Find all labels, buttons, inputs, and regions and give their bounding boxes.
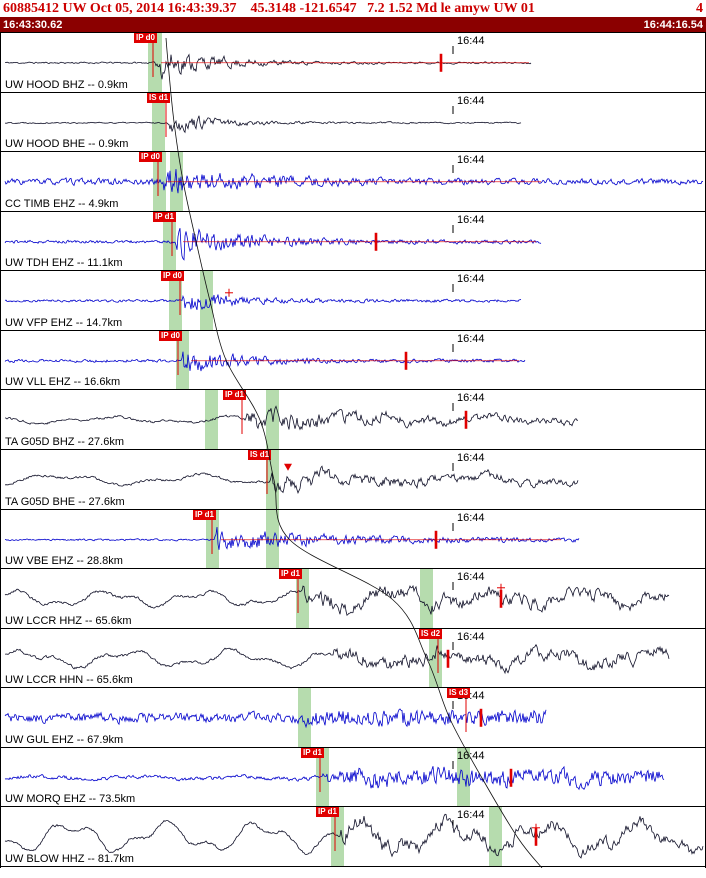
station-label: UW VFP EHZ -- 14.7km	[5, 316, 123, 329]
minute-label: 16:44	[457, 392, 485, 405]
trace-row[interactable]: IP d1 16:44 UW BLOW HHZ -- 81.7km	[1, 807, 705, 867]
coda-mark[interactable]	[374, 232, 378, 251]
coda-mark[interactable]	[464, 411, 468, 430]
trace-row[interactable]: IP d1 16:44 TA G05D BHZ -- 27.6km	[1, 390, 705, 450]
time-range-bar: 16:43:30.62 16:44:16.54	[0, 17, 706, 32]
pick-flag[interactable]: IP d1	[279, 569, 302, 580]
coda-mark[interactable]	[434, 530, 438, 549]
phase-window-band[interactable]	[489, 807, 502, 867]
minute-label: 16:44	[457, 273, 485, 286]
minute-label: 16:44	[457, 332, 485, 345]
coda-mark[interactable]	[404, 351, 408, 370]
station-label: UW GUL EHZ -- 67.9km	[5, 733, 124, 746]
trace-row[interactable]: IP d1 16:44 UW TDH EHZ -- 11.1km	[1, 211, 705, 272]
station-label: TA G05D BHZ -- 27.6km	[5, 435, 124, 448]
station-label: UW HOOD BHZ -- 0.9km	[5, 78, 128, 91]
seismogram-trace	[4, 526, 580, 550]
coda-mark[interactable]	[499, 589, 503, 608]
seismogram-trace	[4, 708, 547, 729]
pick-flag[interactable]: IS d1	[248, 449, 272, 460]
station-label: UW VBE EHZ -- 28.8km	[5, 555, 123, 568]
coda-mark[interactable]	[479, 708, 483, 727]
pick-flag[interactable]: IS d1	[147, 92, 171, 103]
coda-mark[interactable]	[509, 768, 513, 787]
seismogram-trace	[4, 765, 665, 791]
event-summary-text: 60885412 UW Oct 05, 2014 16:43:39.37 45.…	[3, 0, 535, 16]
trace-row[interactable]: IP d0 16:44 UW VFP EHZ -- 14.7km	[1, 271, 705, 331]
trace-row[interactable]: IP d0 16:44 UW HOOD BHZ -- 0.9km	[1, 33, 705, 93]
seismogram-trace	[4, 405, 579, 431]
pick-flag[interactable]: IP d0	[139, 152, 162, 163]
event-header: 60885412 UW Oct 05, 2014 16:43:39.37 45.…	[0, 0, 706, 17]
trace-row[interactable]: IP d1 16:44 UW VBE EHZ -- 28.8km	[1, 509, 705, 570]
coda-mark[interactable]	[446, 649, 450, 668]
trace-row[interactable]: IS d2 16:44 UW LCCR HHN -- 65.6km	[1, 628, 705, 689]
pick-flag[interactable]: IP d1	[316, 807, 339, 818]
trace-row[interactable]: IS d1 16:44 UW HOOD BHE -- 0.9km	[1, 92, 705, 153]
pick-flag[interactable]: IS d2	[419, 628, 443, 639]
coda-mark[interactable]	[439, 53, 443, 72]
minute-label: 16:44	[457, 749, 485, 762]
station-label: UW MORQ EHZ -- 73.5km	[5, 793, 136, 806]
minute-label: 16:44	[457, 511, 485, 524]
trace-row[interactable]: IP d1 16:44 UW MORQ EHZ -- 73.5km	[1, 747, 705, 808]
minute-label: 16:44	[457, 809, 485, 822]
window-end-time: 16:44:16.54	[643, 18, 703, 31]
seismogram-trace	[4, 351, 526, 371]
station-label: UW BLOW HHZ -- 81.7km	[5, 852, 134, 865]
minute-label: 16:44	[457, 213, 485, 226]
pick-flag[interactable]: IP d1	[301, 747, 324, 758]
pick-flag[interactable]: IP d1	[193, 509, 216, 520]
pick-flag[interactable]: IP d0	[134, 33, 157, 43]
trace-row[interactable]: IS d1 16:44 TA G05D BHE -- 27.6km	[1, 449, 705, 510]
station-label: TA G05D BHE -- 27.6km	[5, 495, 125, 508]
trace-row[interactable]: IS d3 16:44 UW GUL EHZ -- 67.9km	[1, 688, 705, 748]
trace-row[interactable]: IP d0 16:44 CC TIMB EHZ -- 4.9km	[1, 152, 705, 212]
minute-label: 16:44	[457, 35, 485, 47]
trace-row[interactable]: IP d1 16:44 UW LCCR HHZ -- 65.6km	[1, 569, 705, 629]
seismogram-trace	[4, 115, 522, 133]
minute-label: 16:44	[457, 571, 485, 584]
triangle-mark	[284, 463, 292, 471]
minute-label: 16:44	[457, 154, 485, 167]
station-label: UW VLL EHZ -- 16.6km	[5, 376, 121, 389]
seismogram-trace	[5, 643, 670, 674]
station-label: UW TDH EHZ -- 11.1km	[5, 257, 123, 270]
station-label: CC TIMB EHZ -- 4.9km	[5, 197, 119, 210]
trace-row[interactable]: IP d0 16:44 UW VLL EHZ -- 16.6km	[1, 330, 705, 391]
station-label: UW HOOD BHE -- 0.9km	[5, 138, 129, 151]
seismogram-trace	[4, 227, 542, 261]
pick-flag[interactable]: IP d0	[161, 271, 184, 282]
phase-window-band[interactable]	[420, 569, 433, 629]
pick-flag[interactable]: IS d3	[447, 688, 471, 699]
seismogram-trace	[4, 814, 704, 860]
trace-area[interactable]: IP d0 16:44 UW HOOD BHZ -- 0.9km IS d1 16:44…	[0, 32, 706, 868]
window-start-time: 16:43:30.62	[3, 18, 63, 31]
seismogram-trace	[5, 53, 532, 80]
minute-label: 16:44	[457, 94, 485, 107]
seismogram-trace	[5, 465, 579, 494]
seismogram-trace	[4, 169, 704, 194]
minute-label: 16:44	[457, 630, 485, 643]
seismogram-trace	[4, 294, 522, 311]
pick-flag[interactable]: IP d0	[159, 330, 182, 341]
minute-label: 16:44	[457, 451, 485, 464]
station-label: UW LCCR HHN -- 65.6km	[5, 674, 133, 687]
pick-flag[interactable]: IP d1	[153, 211, 176, 222]
seismogram-trace	[4, 584, 670, 617]
pick-flag[interactable]: IP d1	[223, 390, 246, 401]
station-label: UW LCCR HHZ -- 65.6km	[5, 614, 132, 627]
event-flag-number: 4	[696, 0, 703, 16]
